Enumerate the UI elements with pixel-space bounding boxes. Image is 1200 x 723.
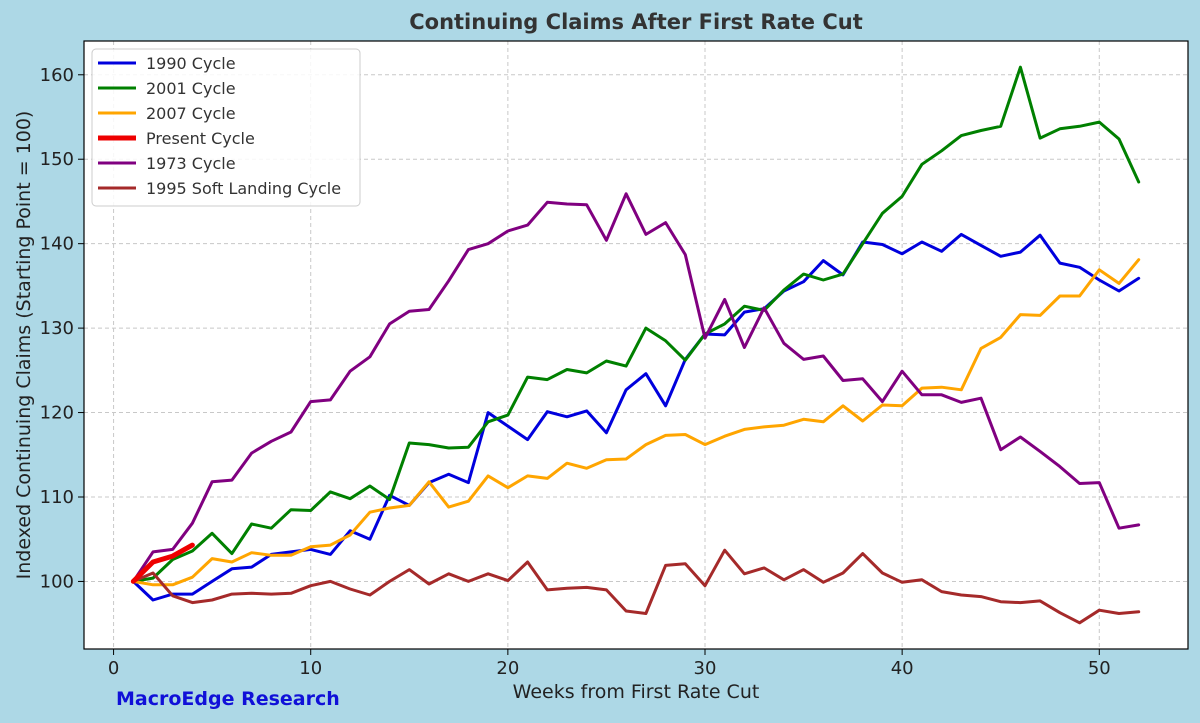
series-line-3 — [130, 542, 195, 584]
x-tick-label: 40 — [891, 658, 914, 679]
x-tick-label: 30 — [694, 658, 717, 679]
x-tick-label: 10 — [299, 658, 322, 679]
x-tick-label: 20 — [496, 658, 519, 679]
axis-ticks: 0 10 20 30 40 50 100 110 120 130 140 150 160 — [40, 65, 1111, 679]
series-line-2 — [131, 258, 1141, 587]
plot-frame — [83, 40, 1189, 650]
y-tick-label: 160 — [40, 65, 74, 86]
y-tick-label: 140 — [40, 234, 74, 255]
legend-box — [91, 48, 361, 207]
y-tick-label: 110 — [40, 487, 74, 508]
series-line-4 — [131, 192, 1141, 583]
legend-label: 2001 Cycle — [146, 79, 236, 98]
series-line-5 — [131, 548, 1141, 625]
legend-label: Present Cycle — [146, 129, 255, 148]
y-tick-label: 130 — [40, 318, 74, 339]
y-tick-label: 100 — [40, 571, 74, 592]
legend-label: 1973 Cycle — [146, 154, 236, 173]
legend-label: 2007 Cycle — [146, 104, 236, 123]
legend-label: 1995 Soft Landing Cycle — [146, 179, 341, 198]
y-axis-label: Indexed Continuing Claims (Starting Poin… — [13, 111, 35, 580]
legend: 1990 Cycle 2001 Cycle 2007 Cycle Present Cy… — [91, 48, 361, 207]
chart-title: Continuing Claims After First Rate Cut — [409, 10, 863, 34]
watermark: MacroEdge Research — [116, 688, 340, 710]
legend-label: 1990 Cycle — [146, 54, 236, 73]
x-tick-label: 0 — [108, 658, 119, 679]
series-line-1 — [131, 65, 1141, 583]
x-axis-label: Weeks from First Rate Cut — [513, 681, 760, 703]
y-tick-label: 120 — [40, 403, 74, 424]
x-tick-label: 50 — [1088, 658, 1111, 679]
series-lines — [130, 65, 1141, 625]
y-tick-label: 150 — [40, 149, 74, 170]
